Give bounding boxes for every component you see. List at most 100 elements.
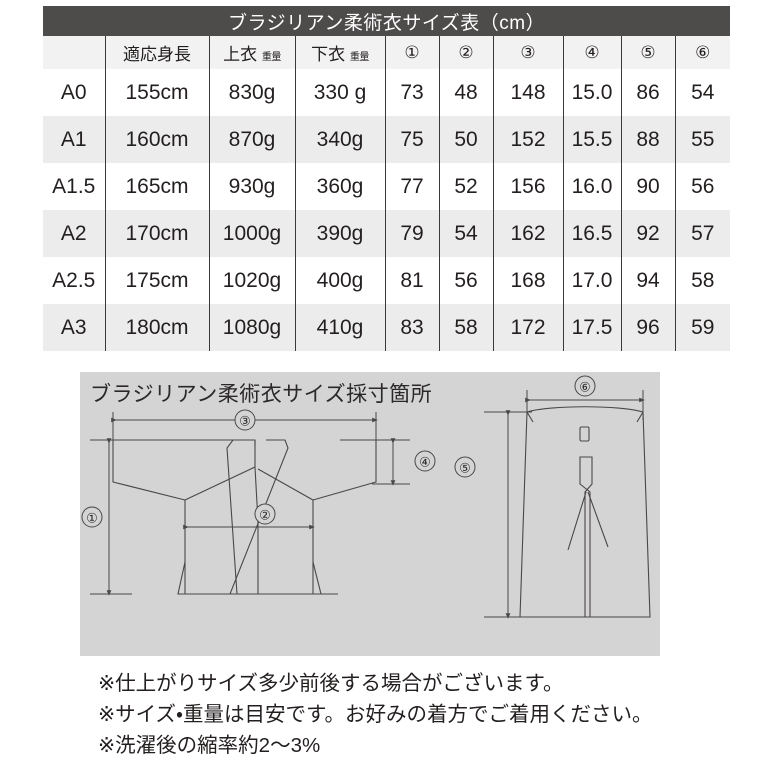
cell-jacket-weight: 870g [208, 116, 295, 163]
cell-m1: 77 [384, 163, 439, 210]
header-marker-5: ⑤ [620, 36, 675, 69]
cell-jacket-weight: 930g [208, 163, 295, 210]
cell-size: A0 [43, 69, 105, 116]
jacket-illustration [112, 439, 377, 595]
size-table-body: A0 155cm 830g 330 g 73 48 148 15.0 86 54… [43, 69, 731, 351]
cell-m5: 96 [620, 304, 675, 351]
footer-notes: ※仕上がりサイズ多少前後する場合がございます。 ※サイズ・重量は目安です。お好み… [98, 668, 718, 761]
cell-height: 165cm [104, 163, 209, 210]
size-table: ブラジリアン柔術衣サイズ表（cm） 適応身長 上衣 重量 下衣 重量 ① ② ③… [43, 6, 731, 351]
header-pants-unit: 重量 [349, 52, 370, 63]
cell-m6: 55 [674, 116, 731, 163]
marker-3-label: ③ [239, 414, 251, 429]
cell-m6: 59 [674, 304, 731, 351]
cell-m6: 58 [674, 257, 731, 304]
cell-jacket-weight: 830g [208, 69, 295, 116]
cell-m5: 88 [620, 116, 675, 163]
pants-illustration [519, 406, 651, 618]
header-height: 適応身長 [104, 36, 209, 69]
cell-m2: 50 [438, 116, 493, 163]
marker-2: ② [254, 503, 276, 525]
cell-m1: 75 [384, 116, 439, 163]
cell-m3: 168 [492, 257, 563, 304]
cell-m1: 81 [384, 257, 439, 304]
cell-m6: 57 [674, 210, 731, 257]
marker-4: ④ [414, 450, 436, 472]
cell-pants-weight: 330 g [294, 69, 385, 116]
marker-1-label: ① [86, 511, 98, 526]
table-title: ブラジリアン柔術衣サイズ表（cm） [43, 6, 731, 36]
marker-5-label: ⑤ [459, 461, 471, 476]
circled-number-1: ① [404, 42, 420, 62]
cell-m3: 172 [492, 304, 563, 351]
header-jacket-weight: 上衣 重量 [208, 36, 295, 69]
marker-3: ③ [234, 409, 256, 431]
cell-jacket-weight: 1020g [208, 257, 295, 304]
cell-size: A1 [43, 116, 105, 163]
circled-number-3: ③ [520, 42, 536, 62]
table-row: A2 170cm 1000g 390g 79 54 162 16.5 92 57 [43, 210, 731, 257]
note-line-1: ※仕上がりサイズ多少前後する場合がございます。 [98, 672, 564, 695]
table-row: A1 160cm 870g 340g 75 50 152 15.5 88 55 [43, 116, 731, 163]
cell-m4: 17.0 [562, 257, 621, 304]
cell-pants-weight: 390g [294, 210, 385, 257]
cell-m6: 54 [674, 69, 731, 116]
cell-m2: 48 [438, 69, 493, 116]
cell-m2: 52 [438, 163, 493, 210]
header-jacket-unit: 重量 [261, 52, 282, 63]
table-title-row: ブラジリアン柔術衣サイズ表（cm） [43, 6, 731, 36]
cell-pants-weight: 410g [294, 304, 385, 351]
circled-number-6: ⑥ [695, 42, 711, 62]
cell-m4: 15.5 [562, 116, 621, 163]
cell-pants-weight: 360g [294, 163, 385, 210]
cell-m5: 94 [620, 257, 675, 304]
table-header-row: 適応身長 上衣 重量 下衣 重量 ① ② ③ ④ ⑤ ⑥ [43, 36, 731, 69]
header-pants-weight: 下衣 重量 [294, 36, 385, 69]
dimension-5-pants-length [484, 410, 532, 619]
cell-height: 175cm [104, 257, 209, 304]
table-row: A0 155cm 830g 330 g 73 48 148 15.0 86 54 [43, 69, 731, 116]
header-size [43, 36, 105, 69]
cell-height: 160cm [104, 116, 209, 163]
cell-m3: 152 [492, 116, 563, 163]
header-marker-6: ⑥ [674, 36, 731, 69]
cell-m2: 54 [438, 210, 493, 257]
cell-m6: 56 [674, 163, 731, 210]
cell-m3: 156 [492, 163, 563, 210]
note-line-3: ※洗濯後の縮率約2〜3% [98, 734, 321, 757]
header-marker-2: ② [438, 36, 493, 69]
cell-jacket-weight: 1000g [208, 210, 295, 257]
cell-m1: 79 [384, 210, 439, 257]
diagram-title: ブラジリアン柔術衣サイズ採寸箇所 [90, 383, 433, 406]
dimension-1-jacket-length [90, 438, 132, 596]
header-pants-label: 下衣 [311, 45, 346, 64]
cell-m2: 56 [438, 257, 493, 304]
cell-m4: 17.5 [562, 304, 621, 351]
marker-6: ⑥ [574, 375, 596, 397]
cell-m4: 16.0 [562, 163, 621, 210]
cell-m5: 90 [620, 163, 675, 210]
cell-m4: 15.0 [562, 69, 621, 116]
cell-pants-weight: 400g [294, 257, 385, 304]
cell-size: A2.5 [43, 257, 105, 304]
measurement-diagram-panel: ブラジリアン柔術衣サイズ採寸箇所 [80, 372, 660, 656]
marker-4-label: ④ [419, 455, 431, 470]
circled-number-5: ⑤ [640, 42, 656, 62]
cell-pants-weight: 340g [294, 116, 385, 163]
cell-height: 180cm [104, 304, 209, 351]
size-table-container: ブラジリアン柔術衣サイズ表（cm） 適応身長 上衣 重量 下衣 重量 ① ② ③… [43, 6, 731, 351]
note-line-2: ※サイズ・重量は目安です。お好みの着方でご着用ください。 [98, 703, 653, 726]
table-row: A3 180cm 1080g 410g 83 58 172 17.5 96 59 [43, 304, 731, 351]
cell-size: A1.5 [43, 163, 105, 210]
cell-m5: 92 [620, 210, 675, 257]
header-marker-3: ③ [492, 36, 563, 69]
cell-m1: 73 [384, 69, 439, 116]
dimension-4-sleeve-length [372, 438, 410, 486]
cell-jacket-weight: 1080g [208, 304, 295, 351]
header-marker-4: ④ [562, 36, 621, 69]
cell-m3: 148 [492, 69, 563, 116]
header-marker-1: ① [384, 36, 439, 69]
table-row: A1.5 165cm 930g 360g 77 52 156 16.0 90 5… [43, 163, 731, 210]
cell-m5: 86 [620, 69, 675, 116]
cell-m4: 16.5 [562, 210, 621, 257]
